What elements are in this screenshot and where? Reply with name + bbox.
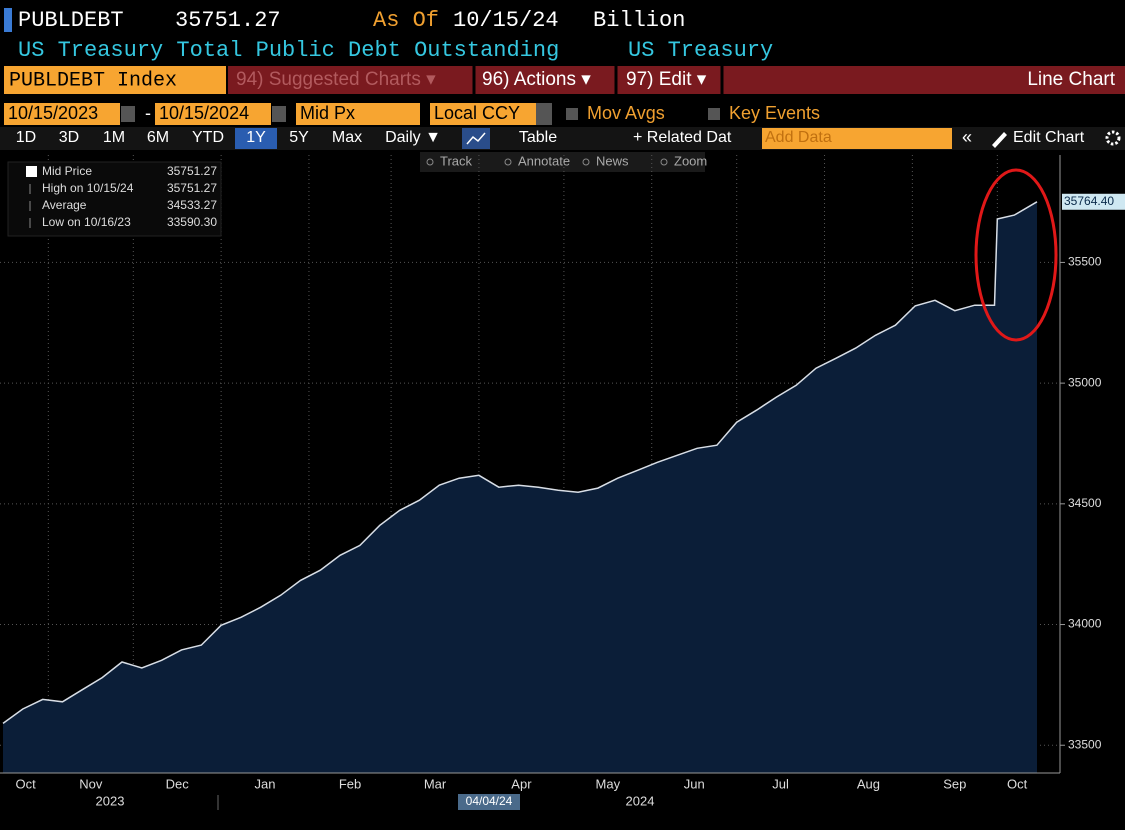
range-button[interactable]: YTD [192,129,224,146]
tool-strip [420,152,705,172]
add-data-box[interactable] [762,128,952,149]
description: US Treasury Total Public Debt Outstandin… [18,38,559,63]
x-tick-label: Mar [424,776,447,791]
legend-label: Mid Price [42,164,92,178]
as-of-label: As Of [373,8,439,33]
y-tick-label: 34500 [1068,496,1102,510]
collapse[interactable]: « [962,127,972,147]
x-tick-label: Dec [166,776,190,791]
menu-actions[interactable]: 96) Actions ▾ [482,69,591,90]
range-button[interactable]: Max [332,129,362,146]
option-mov-avgs[interactable]: Mov Avgs [587,103,665,123]
y-tick-label: 35000 [1068,375,1102,389]
legend-box [7,161,222,237]
legend-label: Average [42,198,87,212]
range-selected-bg [235,128,277,149]
tool-icon [582,158,590,166]
range-button[interactable]: 1Y [246,129,266,146]
x-tick-label: Jul [772,776,789,791]
tool[interactable]: Annotate [518,153,570,168]
start-date[interactable]: 10/15/2023 [8,103,98,123]
legend-label: High on 10/15/24 [42,181,134,195]
add-data[interactable]: Add Data [765,129,832,146]
menu-edit[interactable]: 97) Edit ▾ [626,69,707,90]
calendar-icon[interactable] [121,106,135,122]
y-tick-label: 35500 [1068,255,1102,269]
range-button[interactable]: 3D [59,129,79,146]
last-value-label: 35764.40 [1064,194,1114,208]
calendar-icon[interactable] [272,106,286,122]
gear-icon[interactable] [1105,130,1121,146]
chart-type: Line Chart [1027,69,1115,90]
y-tick-label: 33500 [1068,737,1102,751]
ticker: PUBLDEBT [18,8,124,33]
legend-label: Low on 10/16/23 [42,215,131,229]
x-tick-label: Jan [255,776,276,791]
frequency[interactable]: Daily ▼ [385,129,441,146]
crosshair-box [458,794,520,810]
field-box[interactable] [296,103,420,125]
x-tick-label: Sep [943,776,966,791]
pencil-icon [992,132,1007,148]
related-data[interactable]: + Related Dat [633,129,732,146]
tool-icon [504,158,512,166]
legend-swatch [26,166,37,177]
source: US Treasury [628,38,773,63]
unit: Billion [593,8,685,33]
line-icon-glyph [466,132,486,145]
range-button[interactable]: 1D [16,129,36,146]
end-date-box[interactable] [155,103,271,125]
tool-icon [660,158,668,166]
table-button[interactable]: Table [519,129,557,146]
security[interactable]: PUBLDEBT Index [9,69,177,92]
x-tick-label: Feb [339,776,361,791]
menu-suggested[interactable]: 94) Suggested Charts ▾ [236,69,436,90]
price: 35751.27 [175,8,281,33]
security-box[interactable] [4,66,226,94]
checkbox[interactable] [708,108,720,120]
range-button[interactable]: 1M [103,129,125,146]
dropdown-arrow[interactable] [536,103,552,125]
highlight-ellipse [974,168,1058,342]
menu-bar [228,66,1125,94]
start-date-box[interactable] [4,103,120,125]
legend-value: 34533.27 [167,198,217,212]
tool[interactable]: News [596,153,629,168]
as-of-date: 10/15/24 [453,8,559,33]
x-tick-label: Apr [511,776,532,791]
edit-chart[interactable]: Edit Chart [1013,129,1085,146]
legend-value: 33590.30 [167,215,217,229]
x-tick-label: Aug [857,776,880,791]
tool[interactable]: Zoom [674,153,707,168]
end-date[interactable]: 10/15/2024 [159,103,249,123]
legend-value: 35751.27 [167,164,217,178]
checkbox[interactable] [566,108,578,120]
x-tick-label: May [596,776,621,791]
currency-box[interactable] [430,103,536,125]
tool-icon [426,158,434,166]
area-fill [3,201,1037,774]
x-tick-label: Oct [1007,776,1028,791]
currency[interactable]: Local CCY [434,103,520,123]
crosshair-label: 04/04/24 [466,794,513,808]
year-label: 2024 [626,793,655,808]
x-tick-label: Jun [684,776,705,791]
field[interactable]: Mid Px [300,103,355,123]
series-line [2,201,1038,725]
y-tick-label: 34000 [1068,617,1102,631]
year-label: 2023 [96,793,125,808]
range-button[interactable]: 6M [147,129,169,146]
date-separator: - [145,103,151,123]
x-tick-label: Oct [16,776,37,791]
header-marker [4,8,12,32]
x-tick-label: Nov [79,776,103,791]
option-key-events[interactable]: Key Events [729,103,820,123]
last-value-box [1062,193,1125,210]
tool[interactable]: Track [440,153,473,168]
legend-value: 35751.27 [167,181,217,195]
range-button[interactable]: 5Y [289,129,309,146]
